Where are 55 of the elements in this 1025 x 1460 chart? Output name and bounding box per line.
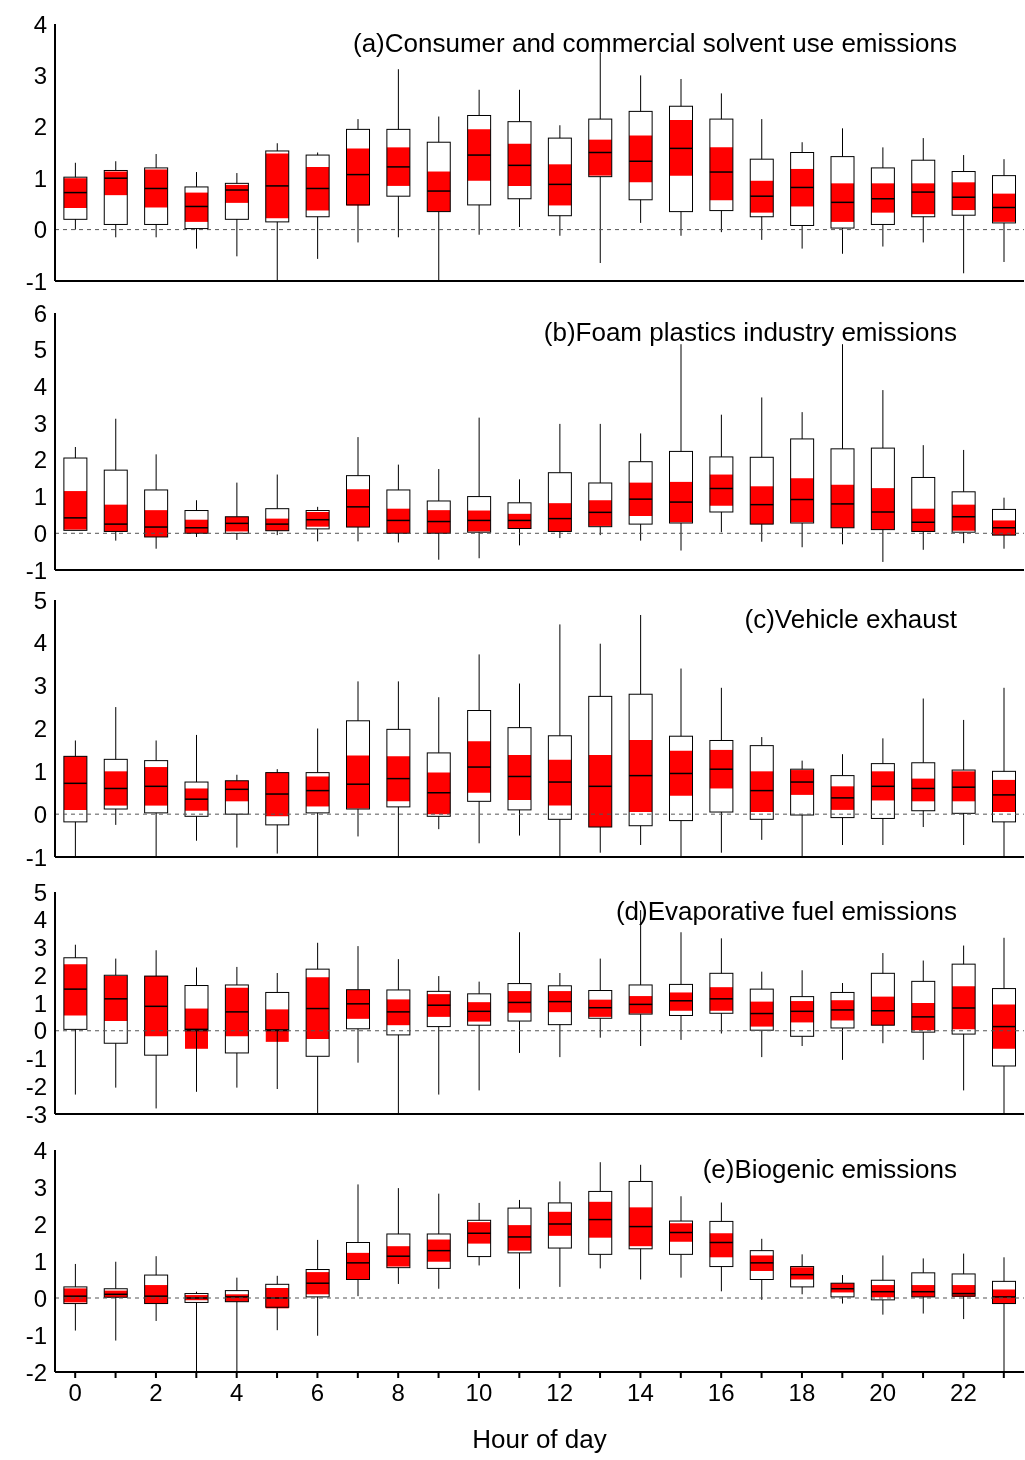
- chart-title: (c)Vehicle exhaust: [744, 604, 957, 635]
- x-tick-label: 2: [149, 1379, 163, 1407]
- y-tick-label: 4: [33, 10, 47, 38]
- y-tick-label: 5: [33, 336, 47, 364]
- y-tick-label: 3: [33, 934, 47, 962]
- x-axis-title: Hour of day: [472, 1424, 607, 1454]
- y-tick-label: 4: [33, 372, 47, 400]
- y-tick-label: -1: [25, 1321, 47, 1349]
- y-tick-label: 1: [33, 164, 47, 192]
- y-tick-label: 3: [33, 672, 47, 700]
- y-tick-label: 5: [33, 586, 47, 614]
- chart-title: (e)Biogenic emissions: [702, 1154, 957, 1185]
- y-tick-label: 3: [33, 61, 47, 89]
- y-tick-label: 3: [33, 1173, 47, 1201]
- y-tick-label: 2: [33, 113, 47, 141]
- y-tick-label: 2: [33, 1210, 47, 1238]
- y-tick-label: 0: [33, 519, 47, 547]
- chart-title: (a)Consumer and commercial solvent use emissions: [352, 28, 957, 59]
- y-tick-label: 1: [33, 989, 47, 1017]
- y-tick-label: -1: [25, 556, 47, 584]
- y-tick-label: 1: [33, 483, 47, 511]
- y-tick-label: 4: [33, 629, 47, 657]
- x-tick-label: 10: [465, 1379, 493, 1407]
- y-tick-label: 4: [33, 906, 47, 934]
- y-tick-label: 1: [33, 757, 47, 785]
- chart-title: (b)Foam plastics industry emissions: [543, 317, 957, 348]
- y-tick-label: -1: [25, 843, 47, 871]
- x-tick-label: 12: [546, 1379, 574, 1407]
- y-tick-label: -2: [25, 1358, 47, 1386]
- y-tick-label: 4: [33, 1136, 47, 1164]
- x-tick-label: 18: [788, 1379, 816, 1407]
- y-tick-label: -2: [25, 1072, 47, 1100]
- y-tick-label: -3: [25, 1100, 47, 1128]
- x-tick-label: 22: [950, 1379, 977, 1407]
- y-tick-label: 6: [33, 299, 47, 327]
- x-tick-label: 20: [869, 1379, 897, 1407]
- x-tick-label: 8: [391, 1379, 405, 1407]
- y-tick-label: 2: [33, 715, 47, 743]
- x-tick-label: 0: [68, 1379, 82, 1407]
- x-tick-label: 14: [627, 1379, 654, 1407]
- y-tick-label: 0: [33, 1017, 47, 1045]
- y-tick-label: 2: [33, 446, 47, 474]
- x-tick-label: 4: [230, 1379, 244, 1407]
- chart-title: (d)Evaporative fuel emissions: [615, 896, 957, 927]
- y-tick-label: 3: [33, 409, 47, 437]
- y-tick-label: 5: [33, 878, 47, 906]
- y-tick-label: 1: [33, 1247, 47, 1275]
- y-tick-label: 0: [33, 216, 47, 244]
- y-tick-label: 0: [33, 1284, 47, 1312]
- y-tick-label: 2: [33, 961, 47, 989]
- x-tick-label: 6: [310, 1379, 325, 1407]
- x-tick-label: 16: [707, 1379, 735, 1407]
- y-tick-label: -1: [25, 1045, 47, 1073]
- y-tick-label: -1: [25, 267, 47, 295]
- y-tick-label: 0: [33, 800, 47, 828]
